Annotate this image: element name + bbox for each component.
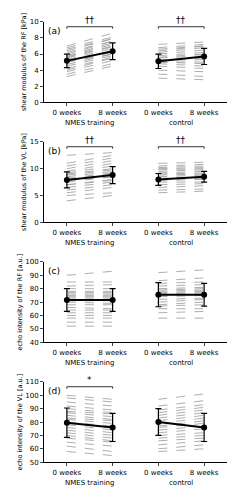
svg-text:6: 6 bbox=[34, 50, 39, 58]
svg-text:10: 10 bbox=[30, 18, 39, 26]
svg-text:0: 0 bbox=[34, 99, 38, 107]
svg-text:15: 15 bbox=[30, 138, 39, 146]
svg-text:0 weeks: 0 weeks bbox=[53, 229, 82, 237]
svg-text:70: 70 bbox=[30, 299, 39, 307]
svg-text:NMES training: NMES training bbox=[65, 239, 115, 247]
svg-text:8 weeks: 8 weeks bbox=[98, 229, 127, 237]
svg-text:8 weeks: 8 weeks bbox=[190, 349, 219, 357]
svg-text:5: 5 bbox=[34, 192, 38, 200]
svg-text:NMES training: NMES training bbox=[65, 359, 115, 367]
svg-text:70: 70 bbox=[30, 432, 39, 440]
svg-text:0 weeks: 0 weeks bbox=[144, 349, 173, 357]
svg-text:*: * bbox=[87, 375, 92, 385]
svg-text:8 weeks: 8 weeks bbox=[190, 469, 219, 477]
svg-text:echo intensity of the RF [a.u.: echo intensity of the RF [a.u.] bbox=[16, 254, 24, 351]
svg-text:10: 10 bbox=[30, 165, 39, 173]
svg-text:90: 90 bbox=[30, 405, 39, 413]
svg-text:0 weeks: 0 weeks bbox=[144, 109, 173, 117]
svg-text:0: 0 bbox=[34, 219, 38, 227]
svg-text:110: 110 bbox=[25, 378, 38, 386]
svg-text:50: 50 bbox=[30, 459, 39, 467]
svg-text:0 weeks: 0 weeks bbox=[144, 229, 173, 237]
svg-text:60: 60 bbox=[30, 445, 39, 453]
svg-text:NMES training: NMES training bbox=[65, 119, 115, 127]
svg-text:control: control bbox=[169, 239, 193, 247]
svg-text:(b): (b) bbox=[48, 146, 61, 156]
svg-text:100: 100 bbox=[25, 258, 38, 266]
svg-text:80: 80 bbox=[30, 419, 39, 427]
svg-text:8 weeks: 8 weeks bbox=[98, 109, 127, 117]
svg-text:40: 40 bbox=[30, 339, 39, 347]
svg-text:echo intensity of the VL [a.u.: echo intensity of the VL [a.u.] bbox=[16, 374, 24, 471]
svg-text:0 weeks: 0 weeks bbox=[53, 349, 82, 357]
svg-text:50: 50 bbox=[30, 325, 39, 333]
svg-text:(c): (c) bbox=[48, 266, 60, 276]
svg-text:control: control bbox=[169, 359, 193, 367]
svg-text:2: 2 bbox=[34, 83, 38, 91]
svg-text:80: 80 bbox=[30, 285, 39, 293]
svg-text:††: †† bbox=[176, 15, 186, 25]
svg-text:(a): (a) bbox=[48, 26, 61, 36]
svg-text:8 weeks: 8 weeks bbox=[98, 349, 127, 357]
svg-text:0 weeks: 0 weeks bbox=[144, 469, 173, 477]
svg-text:††: †† bbox=[176, 135, 186, 145]
svg-text:8 weeks: 8 weeks bbox=[98, 469, 127, 477]
svg-text:0 weeks: 0 weeks bbox=[53, 109, 82, 117]
svg-text:100: 100 bbox=[25, 392, 38, 400]
svg-text:NMES training: NMES training bbox=[65, 479, 115, 487]
svg-text:shear modulus of the VL [kPa]: shear modulus of the VL [kPa] bbox=[20, 133, 28, 231]
svg-text:60: 60 bbox=[30, 312, 39, 320]
svg-text:8 weeks: 8 weeks bbox=[190, 229, 219, 237]
svg-text:control: control bbox=[169, 479, 193, 487]
svg-text:8: 8 bbox=[34, 34, 38, 42]
svg-text:8 weeks: 8 weeks bbox=[190, 109, 219, 117]
svg-text:shear modulus of the RF [kPa]: shear modulus of the RF [kPa] bbox=[20, 13, 28, 111]
svg-text:90: 90 bbox=[30, 272, 39, 280]
svg-text:control: control bbox=[169, 119, 193, 127]
svg-text:0 weeks: 0 weeks bbox=[53, 469, 82, 477]
svg-text:(d): (d) bbox=[48, 386, 61, 396]
svg-text:††: †† bbox=[85, 135, 95, 145]
svg-text:4: 4 bbox=[34, 67, 39, 75]
svg-text:††: †† bbox=[85, 15, 95, 25]
